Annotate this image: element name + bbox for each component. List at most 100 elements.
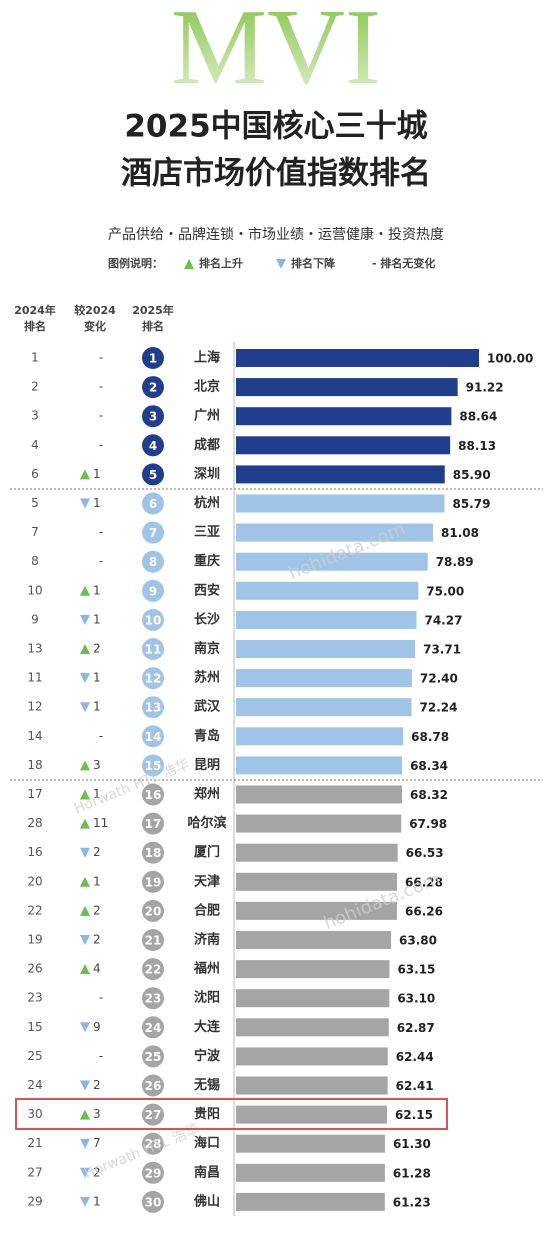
change: 2 [93, 1165, 101, 1179]
rank-2024: 16 [27, 845, 42, 859]
value-label: 78.89 [436, 555, 474, 569]
rank-2025: 12 [145, 672, 162, 686]
header: 2024年 [14, 303, 56, 317]
value-label: 62.41 [396, 1079, 434, 1093]
value-label: 68.78 [411, 730, 449, 744]
city: 无锡 [193, 1077, 220, 1093]
city: 海口 [194, 1135, 220, 1151]
value-label: 67.98 [409, 817, 447, 831]
city: 成都 [194, 437, 220, 453]
value-label: 63.15 [397, 963, 435, 977]
rank-2024: 20 [27, 874, 42, 888]
bar [236, 698, 412, 717]
down-icon [80, 614, 90, 625]
rank-2025: 24 [145, 1021, 162, 1035]
change: 1 [93, 1194, 101, 1208]
value-label: 72.40 [420, 672, 458, 686]
value-label: 62.15 [395, 1108, 433, 1122]
rank-2025: 6 [149, 497, 157, 511]
change: 3 [93, 1107, 101, 1121]
rank-2025: 13 [145, 701, 162, 715]
bar [236, 1163, 385, 1182]
up-icon [80, 760, 90, 771]
rank-2024: 17 [27, 787, 42, 801]
change: 2 [93, 642, 101, 656]
rank-badge [142, 841, 164, 864]
rank-2025: 9 [149, 584, 157, 598]
rank-2025: 25 [145, 1050, 162, 1064]
rank-2025: 15 [145, 759, 162, 773]
rank-2024: 7 [31, 525, 39, 539]
bar [236, 931, 392, 949]
bar [236, 1105, 388, 1124]
change: 1 [93, 583, 101, 597]
legend-none: - 排名无变化 [372, 256, 435, 270]
rank-2025: 8 [149, 555, 157, 569]
rank-2024: 2 [31, 380, 39, 394]
rank-2025: 7 [149, 526, 157, 540]
legend-down: 排名下降 [291, 256, 336, 270]
city: 南京 [194, 641, 220, 657]
value-label: 74.27 [424, 613, 462, 627]
rank-badge [142, 492, 164, 515]
change: 1 [93, 700, 101, 714]
bar [236, 727, 404, 746]
change: 2 [93, 903, 101, 917]
rank-2025: 26 [145, 1079, 162, 1093]
rank-2025: 4 [149, 439, 157, 453]
down-icon [80, 935, 90, 945]
rank-2024: 29 [27, 1194, 42, 1208]
value-label: 100.00 [487, 352, 533, 366]
value-label: 88.13 [458, 439, 496, 453]
rank-badge [142, 1132, 164, 1155]
header: 2025年 [132, 303, 174, 317]
bar [236, 960, 390, 979]
up-icon [80, 905, 90, 916]
bar [236, 494, 445, 513]
city: 昆明 [194, 757, 220, 773]
change: 1 [93, 787, 101, 801]
rank-2025: 2 [149, 381, 157, 395]
up-icon [80, 644, 90, 654]
rank-2025: 10 [145, 613, 162, 627]
value-label: 88.64 [459, 410, 497, 424]
bar [236, 378, 458, 397]
rank-badge [142, 783, 164, 806]
rank-2025: 20 [145, 904, 162, 918]
rank-2025: 16 [145, 788, 162, 802]
legend-down-icon [276, 259, 286, 269]
rank-2025: 28 [145, 1137, 162, 1151]
rank-badge [142, 521, 164, 544]
bar [236, 436, 451, 455]
city: 郑州 [194, 786, 220, 802]
rank-badge [142, 754, 164, 777]
value-label: 62.87 [397, 1021, 435, 1035]
rank-badge [142, 638, 164, 660]
city: 哈尔滨 [187, 815, 226, 831]
value-label: 63.10 [397, 992, 435, 1006]
change: - [99, 1049, 103, 1063]
rank-badge [142, 725, 164, 748]
city: 苏州 [194, 670, 220, 686]
rank-2025: 11 [145, 643, 162, 657]
bar [236, 872, 398, 891]
value-label: 81.08 [441, 526, 479, 540]
bar [236, 901, 398, 920]
header: 变化 [84, 319, 106, 333]
city: 杭州 [194, 495, 220, 511]
change: 1 [93, 496, 101, 510]
rank-badge [142, 347, 164, 369]
rank-2024: 25 [27, 1049, 42, 1063]
rank-2024: 24 [27, 1078, 42, 1092]
city: 天津 [194, 873, 220, 889]
rank-2024: 6 [31, 467, 39, 481]
rank-badge [142, 1161, 164, 1184]
rank-2025: 23 [145, 992, 162, 1006]
rank-badge [142, 376, 164, 399]
bar [236, 407, 452, 426]
rank-badge [142, 1045, 164, 1068]
value-label: 61.30 [393, 1137, 431, 1151]
title: 2025中国核心三十城 [124, 109, 427, 145]
rank-badge [142, 1103, 164, 1126]
